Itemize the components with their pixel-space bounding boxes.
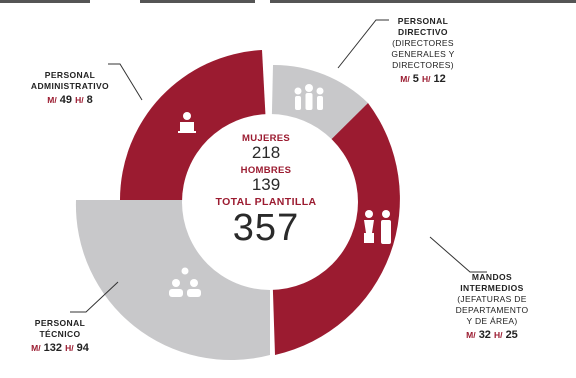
mandos-h-value: 25 xyxy=(505,329,518,341)
directivo-sub-2: GENERALES Y xyxy=(391,49,455,59)
total-value: 357 xyxy=(232,207,300,249)
tecnico-h-value: 94 xyxy=(76,342,89,354)
top-border-left xyxy=(0,0,90,3)
couple-icon xyxy=(364,210,391,244)
center-summary: MUJERES 218 HOMBRES 139 TOTAL PLANTILLA … xyxy=(196,133,336,248)
mandos-m-value: 32 xyxy=(478,329,491,341)
administrativo-title-2: ADMINISTRATIVO xyxy=(30,81,110,91)
leader-tecnico xyxy=(70,281,119,313)
label-administrativo: PERSONAL ADMINISTRATIVO M/ 49 H/ 8 xyxy=(20,70,120,106)
administrativo-m-value: 49 xyxy=(59,94,72,106)
mujeres-value: 218 xyxy=(251,143,281,162)
directivo-m-prefix: M/ xyxy=(400,74,410,84)
tecnico-counts: M/ 132 H/ 94 xyxy=(10,343,110,354)
directivo-h-prefix: H/ xyxy=(421,74,431,84)
total-label: TOTAL PLANTILLA xyxy=(215,196,317,208)
administrativo-h-prefix: H/ xyxy=(75,95,84,105)
hombres-value: 139 xyxy=(251,175,281,194)
mandos-sub-2: DEPARTAMENTO xyxy=(455,305,529,315)
directivo-sub-1: (DIRECTORES xyxy=(392,38,454,48)
center-circle xyxy=(182,114,358,290)
mandos-sub-1: (JEFATURAS DE xyxy=(457,294,527,304)
hombres-label: HOMBRES xyxy=(240,165,292,176)
mandos-m-prefix: M/ xyxy=(466,330,476,340)
group-people-icon xyxy=(169,267,201,297)
mandos-title-2: INTERMEDIOS xyxy=(460,283,524,293)
tecnico-m-prefix: M/ xyxy=(31,343,41,353)
administrativo-counts: M/ 49 H/ 8 xyxy=(20,95,120,106)
administrativo-m-prefix: M/ xyxy=(47,95,57,105)
directivo-counts: M/ 5 H/ 12 xyxy=(372,74,474,85)
label-directivo: PERSONAL DIRECTIVO (DIRECTORES GENERALES… xyxy=(372,16,474,85)
mandos-sub-3: Y DE ÁREA) xyxy=(466,316,518,326)
leader-directivo xyxy=(337,19,389,69)
directivo-sub-3: DIRECTORES) xyxy=(392,60,454,70)
administrativo-h-value: 8 xyxy=(86,94,93,106)
person-desk-icon xyxy=(178,112,196,133)
leader-administrativo xyxy=(108,63,143,101)
tecnico-m-value: 132 xyxy=(43,342,62,354)
mandos-h-prefix: H/ xyxy=(494,330,503,340)
mujeres-label: MUJERES xyxy=(241,133,291,144)
mandos-counts: M/ 32 H/ 25 xyxy=(437,330,547,341)
top-border-right xyxy=(270,0,576,3)
top-border-mid xyxy=(140,0,255,3)
tecnico-title-2: TÉCNICO xyxy=(39,329,81,339)
administrativo-title-1: PERSONAL xyxy=(44,70,96,80)
directivo-m-value: 5 xyxy=(412,73,419,85)
directivo-title-1: PERSONAL xyxy=(397,16,449,26)
directivo-title-2: DIRECTIVO xyxy=(398,27,448,37)
directivo-h-value: 12 xyxy=(433,73,446,85)
group-three-people-icon xyxy=(294,84,324,110)
tecnico-h-prefix: H/ xyxy=(65,343,74,353)
leader-mandos xyxy=(429,236,487,273)
label-tecnico: PERSONAL TÉCNICO M/ 132 H/ 94 xyxy=(10,318,110,354)
mandos-title-1: MANDOS xyxy=(471,272,513,282)
label-mandos: MANDOS INTERMEDIOS (JEFATURAS DE DEPARTA… xyxy=(437,272,547,341)
tecnico-title-1: PERSONAL xyxy=(34,318,86,328)
